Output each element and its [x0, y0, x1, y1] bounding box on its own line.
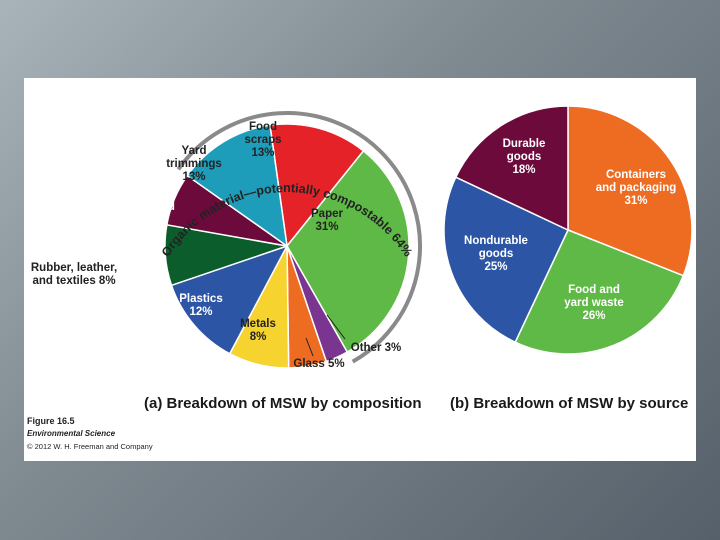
label-plastics: Plastics 12%	[179, 293, 222, 318]
slice-durable-goods	[454, 105, 569, 232]
label-paper: Paper 31%	[311, 208, 343, 233]
label-rubber-leather-textiles: Rubber, leather, and textiles 8%	[31, 262, 117, 287]
label-food-scraps: Food scraps 13%	[244, 121, 281, 159]
figure-frame: Organic material—potentially compostable…	[24, 78, 696, 461]
label-nondurable-goods: Nondurable goods 25%	[464, 235, 528, 273]
pie-charts-svg: Organic material—potentially compostable…	[31, 105, 693, 412]
other-leader-line	[326, 314, 346, 340]
figure-number: Figure 16.5	[27, 416, 75, 426]
label-glass: Glass 5%	[293, 358, 344, 370]
slice-food-and-yard-waste	[514, 229, 685, 355]
figure-book-title: Environmental Science	[27, 429, 116, 438]
label-metals: Metals 8%	[240, 318, 276, 343]
organic-material-arc	[176, 111, 422, 364]
label-other: Other 3%	[351, 342, 402, 354]
label-durable-goods: Durable goods 18%	[503, 138, 546, 176]
slice-food-scraps	[269, 123, 365, 248]
caption-composition: (a) Breakdown of MSW by composition	[144, 395, 422, 412]
label-containers-packaging: Containers and packaging 31%	[596, 169, 677, 207]
slice-paper	[286, 149, 410, 354]
label-food-yard-waste: Food and yard waste 26%	[564, 284, 623, 322]
slice-containers-and-packaging	[567, 105, 693, 277]
slice-plastics	[170, 244, 289, 355]
label-yard-trimmings: Yard trimmings 13%	[166, 145, 222, 183]
glass-leader-line	[305, 337, 314, 357]
figure-copyright: © 2012 W. H. Freeman and Company	[27, 442, 153, 451]
slice-nondurable-goods	[443, 176, 569, 344]
slice-yard-trimmings	[186, 124, 288, 248]
caption-source: (b) Breakdown of MSW by source	[450, 395, 688, 412]
label-wood: Wood 7%	[143, 201, 175, 226]
